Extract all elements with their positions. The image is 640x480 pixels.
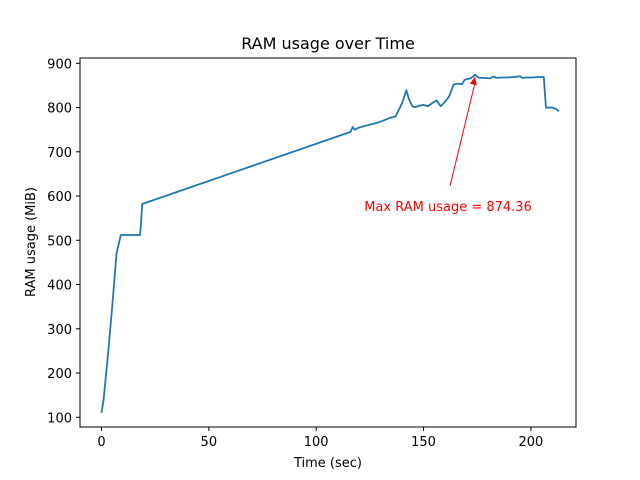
ram-usage-line (100, 73, 560, 413)
x-axis-label: Time (sec) (293, 456, 362, 471)
y-tick-label: 600 (47, 190, 72, 205)
x-tick-label: 100 (304, 435, 329, 450)
y-tick-label: 400 (47, 279, 72, 294)
max-ram-annotation: Max RAM usage = 874.36 (364, 76, 532, 215)
y-tick-label: 700 (47, 146, 72, 161)
x-tick-label: 200 (518, 435, 543, 450)
plot-frame (79, 57, 577, 428)
y-tick-label: 500 (47, 234, 72, 249)
x-tick-label: 0 (97, 435, 105, 450)
plot-area (79, 57, 577, 428)
y-axis-label: RAM usage (MiB) (24, 187, 39, 297)
y-tick-label: 900 (47, 57, 72, 72)
x-axis: 0 50 100 150 200 (97, 427, 543, 450)
y-tick-label: 300 (47, 323, 72, 338)
x-tick-label: 50 (201, 435, 218, 450)
y-tick-label: 100 (47, 411, 72, 426)
y-axis: 100 200 300 400 500 600 700 800 900 (47, 57, 80, 426)
annotation-arrow-line (449, 82, 476, 186)
y-tick-label: 200 (47, 367, 72, 382)
annotation-arrowhead (469, 76, 477, 86)
x-tick-label: 150 (411, 435, 436, 450)
chart-title: RAM usage over Time (241, 34, 415, 53)
annotation-text: Max RAM usage = 874.36 (364, 200, 532, 215)
y-tick-label: 800 (47, 102, 72, 117)
